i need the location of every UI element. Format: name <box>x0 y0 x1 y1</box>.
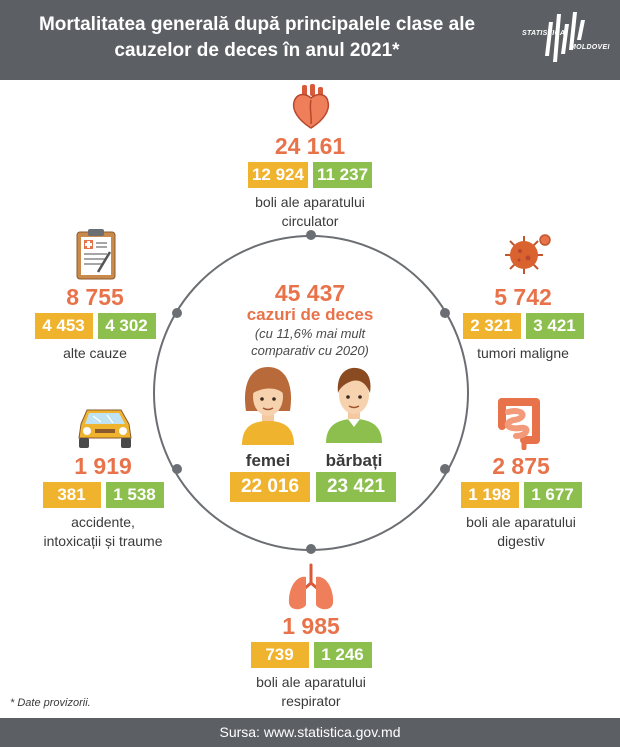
digestive-women-value: 1 198 <box>460 482 519 508</box>
source-text: Sursa: www.statistica.gov.md <box>219 724 401 740</box>
circulatory-label-line-2: circulator <box>281 213 339 229</box>
tumor-icon <box>500 232 554 283</box>
logo-text-top: STATISTICA <box>522 30 566 37</box>
note-line-1: (cu 11,6% mai mult <box>254 326 366 341</box>
respiratory-label: boli ale aparatului respirator <box>236 673 386 711</box>
cause-tumors: 5 742 2 321 3 421 tumori maligne <box>448 283 598 363</box>
logo-text-bottom: MOLDOVEI <box>570 44 610 51</box>
intestine-icon <box>494 396 544 455</box>
men-total-value: 23 421 <box>316 472 396 502</box>
circulatory-total: 24 161 <box>274 133 346 159</box>
woman-avatar-icon <box>240 365 296 450</box>
note-line-2: comparativ cu 2020) <box>251 343 369 358</box>
page-title: Mortalitatea generală după principalele … <box>12 12 502 64</box>
circulatory-label: boli ale aparatului circulator <box>230 193 390 231</box>
clipboard-icon <box>76 228 116 285</box>
digestive-label-line-2: digestiv <box>497 533 545 549</box>
cause-accidents: 1 919 381 1 538 accidente, intoxicații ș… <box>28 452 178 551</box>
statistica-moldovei-logo: STATISTICA MOLDOVEI <box>515 10 615 70</box>
other-men-value: 4 302 <box>97 313 156 339</box>
accidents-total: 1 919 <box>74 453 132 479</box>
other-total: 8 755 <box>66 284 124 310</box>
cause-other: 8 755 4 453 4 302 alte cauze <box>20 283 170 363</box>
cause-circulatory: 24 161 12 924 11 237 boli ale aparatului… <box>230 132 390 231</box>
respiratory-label-line-2: respirator <box>281 693 341 709</box>
footer-bar: Sursa: www.statistica.gov.md <box>0 718 620 747</box>
total-deaths-note: (cu 11,6% mai mult comparativ cu 2020) <box>200 325 420 359</box>
circle-dot-bottom <box>306 544 316 554</box>
total-deaths: 45 437 <box>274 280 346 306</box>
cause-digestive: 2 875 1 198 1 677 boli ale aparatului di… <box>436 452 606 551</box>
total-deaths-subtitle: cazuri de deces <box>246 305 374 324</box>
women-label: femei <box>245 451 291 470</box>
heart-icon <box>290 84 332 135</box>
tumors-total: 5 742 <box>494 284 552 310</box>
men-label: bărbați <box>325 451 383 470</box>
accidents-label-line-1: accidente, <box>71 514 135 530</box>
accidents-men-value: 1 538 <box>105 482 164 508</box>
circle-dot-lower-right <box>440 464 450 474</box>
logo-bars-icon <box>545 12 585 62</box>
women-total-value: 22 016 <box>230 472 310 502</box>
footnote: * Date provizorii. <box>10 697 91 709</box>
circle-dot-lower-left <box>172 464 182 474</box>
cause-respiratory: 1 985 739 1 246 boli ale aparatului resp… <box>236 612 386 711</box>
tumors-men-value: 3 421 <box>525 313 584 339</box>
circle-dot-top <box>306 230 316 240</box>
digestive-men-value: 1 677 <box>523 482 582 508</box>
circle-dot-upper-right <box>440 308 450 318</box>
respiratory-total: 1 985 <box>282 613 340 639</box>
tumors-label: tumori maligne <box>477 345 569 361</box>
man-avatar-icon <box>324 363 384 448</box>
respiratory-men-value: 1 246 <box>313 642 372 668</box>
header-bar: Mortalitatea generală după principalele … <box>0 0 620 80</box>
respiratory-women-value: 739 <box>250 642 309 668</box>
respiratory-label-line-1: boli ale aparatului <box>256 674 366 690</box>
circle-dot-upper-left <box>172 308 182 318</box>
accidents-label: accidente, intoxicații și traume <box>28 513 178 551</box>
accidents-label-line-2: intoxicații și traume <box>43 533 163 549</box>
other-label: alte cauze <box>63 345 127 361</box>
digestive-label-line-1: boli ale aparatului <box>466 514 576 530</box>
title-line-2: cauzelor de deces în anul 2021* <box>114 40 400 61</box>
lungs-icon <box>286 563 336 618</box>
circulatory-men-value: 11 237 <box>312 162 373 188</box>
circulatory-women-value: 12 924 <box>247 162 308 188</box>
tumors-women-value: 2 321 <box>462 313 521 339</box>
car-crash-icon <box>75 404 135 455</box>
circulatory-label-line-1: boli ale aparatului <box>255 194 365 210</box>
title-line-1: Mortalitatea generală după principalele … <box>38 14 476 35</box>
digestive-total: 2 875 <box>492 453 550 479</box>
accidents-women-value: 381 <box>42 482 101 508</box>
other-women-value: 4 453 <box>34 313 93 339</box>
digestive-label: boli ale aparatului digestiv <box>436 513 606 551</box>
